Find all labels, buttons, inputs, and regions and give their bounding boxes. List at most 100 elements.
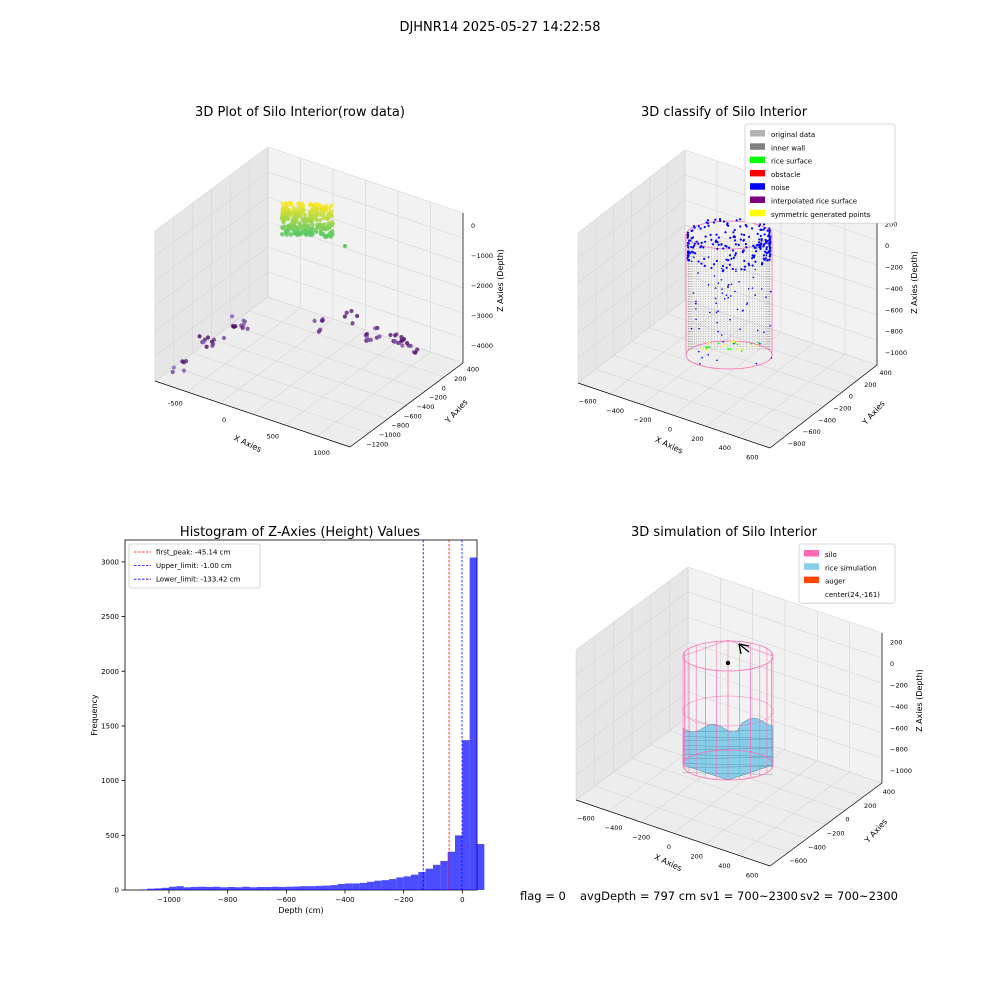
- noise-point: [743, 268, 746, 271]
- noise-point: [769, 235, 772, 239]
- z-tick-label: −2000: [471, 282, 493, 290]
- rice-surface-point: [720, 345, 723, 348]
- raw-point: [280, 201, 285, 206]
- y-axis-line: [769, 782, 883, 867]
- noise-point: [769, 253, 772, 256]
- noise-point: [733, 239, 737, 242]
- y-tick-label: 200: [864, 802, 876, 810]
- x-tick-label: -500: [168, 399, 183, 407]
- noise-point: [763, 258, 766, 261]
- rice-surface-point: [717, 342, 720, 345]
- raw-point: [307, 214, 312, 219]
- grid-line: [267, 171, 464, 239]
- grid-line: [575, 716, 689, 801]
- grid-line: [577, 224, 686, 309]
- x-axis-label: Depth (cm): [278, 906, 323, 915]
- legend-swatch: [750, 196, 765, 203]
- noise-point: [716, 359, 718, 362]
- noise-point: [695, 318, 697, 321]
- noise-point: [722, 341, 724, 343]
- depth-histogram: −1000 −800 −600 −400 −200 0 0 500 1000 1500 2000 25…: [90, 539, 485, 915]
- auger-arrow: [738, 643, 750, 653]
- raw-point: [319, 209, 324, 214]
- noise-point: [759, 342, 761, 345]
- x-tick-label: −400: [606, 407, 624, 415]
- grid-line: [684, 224, 878, 291]
- x-tick-label: −200: [634, 416, 652, 424]
- raw-3d-plot: -500050010004002000−200−400−600−800−1000…: [154, 146, 505, 457]
- grid-line: [267, 296, 464, 364]
- raw-point: [316, 224, 321, 229]
- noise-point: [760, 263, 764, 266]
- noise-point: [747, 287, 750, 290]
- legend-label: obstacle: [771, 171, 801, 179]
- histogram-bar: [447, 851, 455, 890]
- noise-point: [707, 353, 710, 356]
- noise-point: [753, 254, 756, 257]
- grid-line: [154, 171, 269, 257]
- y-tick-label: −200: [827, 829, 845, 837]
- histogram-bar: [139, 889, 147, 890]
- noise-point: [754, 250, 758, 253]
- noise-point: [740, 233, 743, 236]
- raw-point: [388, 332, 393, 338]
- histogram-bar: [455, 835, 463, 890]
- noise-point: [692, 246, 695, 249]
- raw-point: [279, 232, 285, 237]
- noise-point: [722, 247, 725, 250]
- rice-surface-point: [730, 340, 733, 343]
- legend-label: auger: [825, 578, 845, 586]
- classify-plot-title: 3D classify of Silo Interior: [641, 105, 808, 120]
- plot-area: [124, 539, 478, 891]
- noise-point: [720, 278, 723, 281]
- noise-point: [727, 296, 730, 299]
- noise-point: [769, 324, 772, 327]
- noise-point: [690, 245, 693, 249]
- histogram-bar: [352, 883, 360, 890]
- grid-line: [687, 616, 883, 684]
- noise-point: [727, 259, 730, 262]
- noise-point: [729, 236, 732, 239]
- grid-line: [154, 196, 269, 282]
- noise-point: [745, 303, 748, 306]
- noise-point: [700, 245, 703, 248]
- grid-line: [684, 274, 878, 341]
- noise-point: [730, 257, 733, 260]
- histogram-bar: [235, 887, 243, 890]
- noise-point: [728, 254, 732, 257]
- grid-line: [613, 772, 808, 839]
- raw-point: [344, 310, 349, 315]
- raw-point: [322, 234, 328, 239]
- noise-point: [728, 263, 731, 266]
- y-tick-label: −600: [789, 857, 807, 865]
- noise-point: [720, 334, 723, 336]
- raw-point: [400, 343, 405, 348]
- raw-point: [280, 225, 286, 231]
- rice-surface-point: [734, 349, 737, 352]
- raw-point: [299, 203, 304, 209]
- noise-point: [713, 275, 716, 277]
- raw-point: [308, 227, 314, 232]
- x-tick-label: −600: [577, 815, 595, 823]
- legend-label: rice surface: [771, 158, 812, 166]
- noise-point: [763, 226, 766, 230]
- grid-line: [249, 310, 445, 378]
- grid-line: [192, 352, 388, 420]
- noise-point: [687, 246, 690, 249]
- grid-line: [577, 149, 686, 234]
- noise-point: [765, 241, 768, 244]
- legend-label: Lower_limit: -133.42 cm: [156, 576, 241, 584]
- grid-line: [575, 591, 689, 676]
- noise-point: [717, 236, 720, 239]
- noise-point: [714, 297, 717, 300]
- noise-point: [765, 251, 769, 254]
- raw-point: [401, 337, 407, 342]
- grid-line: [267, 246, 464, 314]
- histogram-bar: [345, 883, 353, 890]
- noise-point: [714, 287, 717, 289]
- noise-point: [721, 288, 723, 291]
- grid-line: [154, 146, 269, 232]
- raw-point: [393, 333, 398, 338]
- rice-surface-point: [755, 344, 758, 347]
- histogram-bar: [367, 881, 375, 890]
